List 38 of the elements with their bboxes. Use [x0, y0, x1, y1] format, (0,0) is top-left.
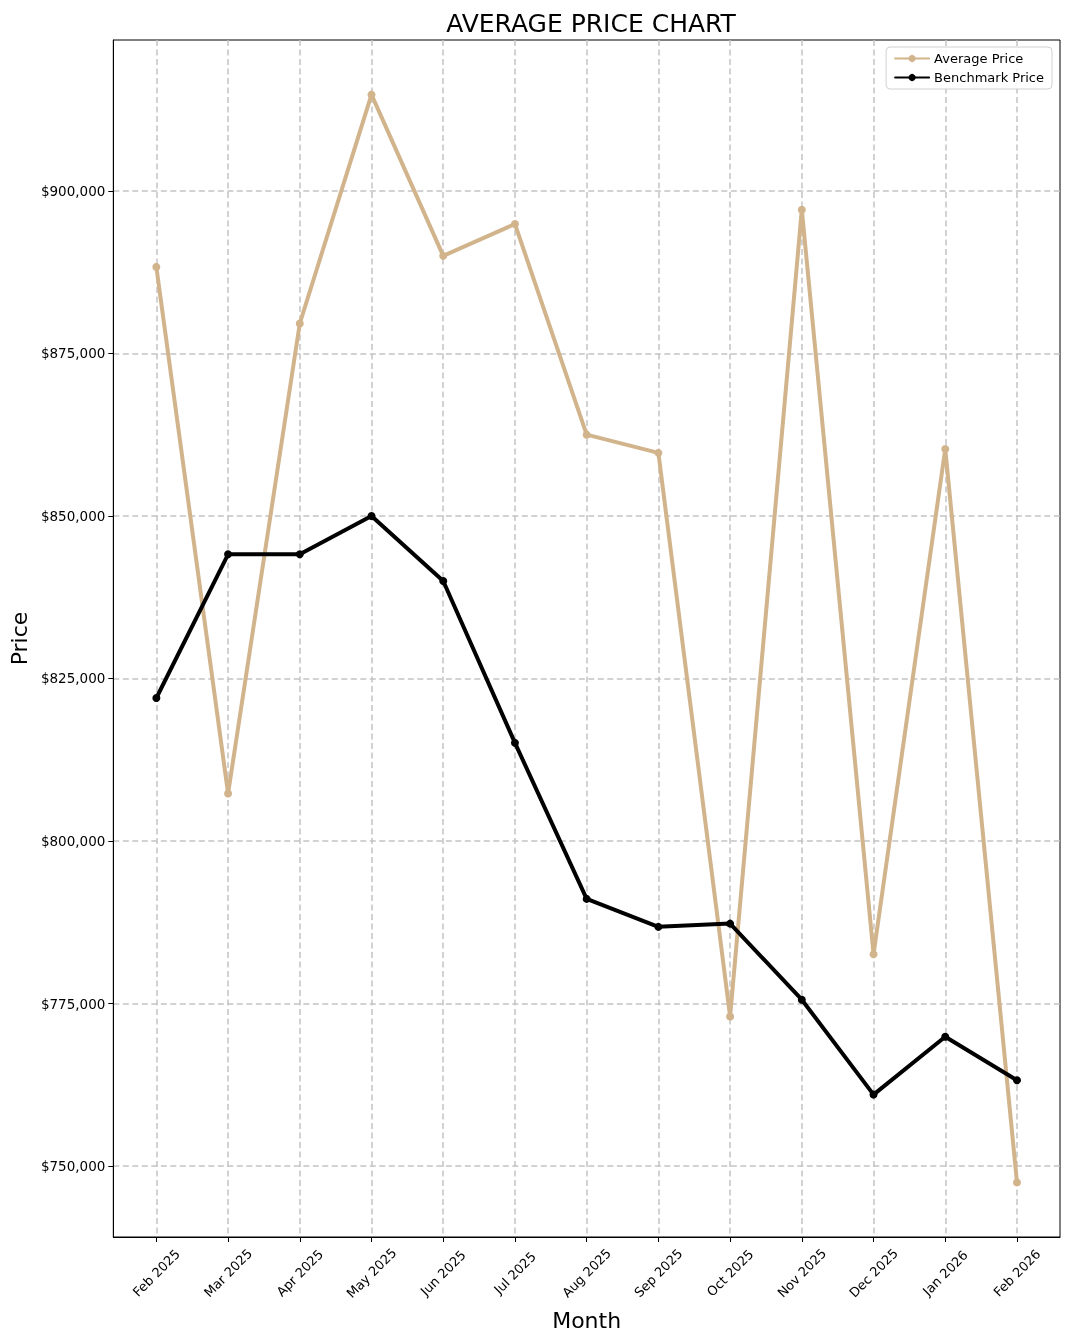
legend-label: Benchmark Price [934, 70, 1044, 85]
y-axis-title: Price [6, 611, 32, 666]
point [582, 430, 591, 439]
point [510, 738, 519, 747]
y-tick-label: $800,000 [40, 833, 106, 850]
point [582, 894, 591, 903]
point [439, 576, 448, 585]
point [1012, 1076, 1021, 1085]
point [869, 1090, 878, 1099]
point [1012, 1178, 1021, 1187]
point [152, 262, 161, 271]
point [726, 1012, 735, 1021]
point [869, 950, 878, 959]
x-axis-title: Month [552, 1307, 622, 1333]
point [654, 448, 663, 457]
point [224, 789, 233, 798]
point [295, 550, 304, 559]
point [941, 1032, 950, 1041]
point [654, 922, 663, 931]
point [152, 693, 161, 702]
point [797, 205, 806, 214]
y-tick-label: $825,000 [40, 670, 106, 687]
y-tick-label: $750,000 [40, 1158, 106, 1175]
point [941, 444, 950, 453]
legend-label: Average Price [934, 51, 1024, 66]
y-tick-label: $775,000 [40, 995, 106, 1012]
point [439, 251, 448, 260]
y-tick-label: $900,000 [40, 182, 106, 199]
point [367, 511, 376, 520]
point [367, 90, 376, 99]
y-tick-label: $850,000 [40, 507, 106, 524]
y-tick-label: $875,000 [40, 345, 106, 362]
chart-title: AVERAGE PRICE CHART [446, 9, 737, 38]
point [797, 995, 806, 1004]
point [224, 550, 233, 559]
point [295, 319, 304, 328]
point [726, 919, 735, 928]
point [510, 220, 519, 228]
